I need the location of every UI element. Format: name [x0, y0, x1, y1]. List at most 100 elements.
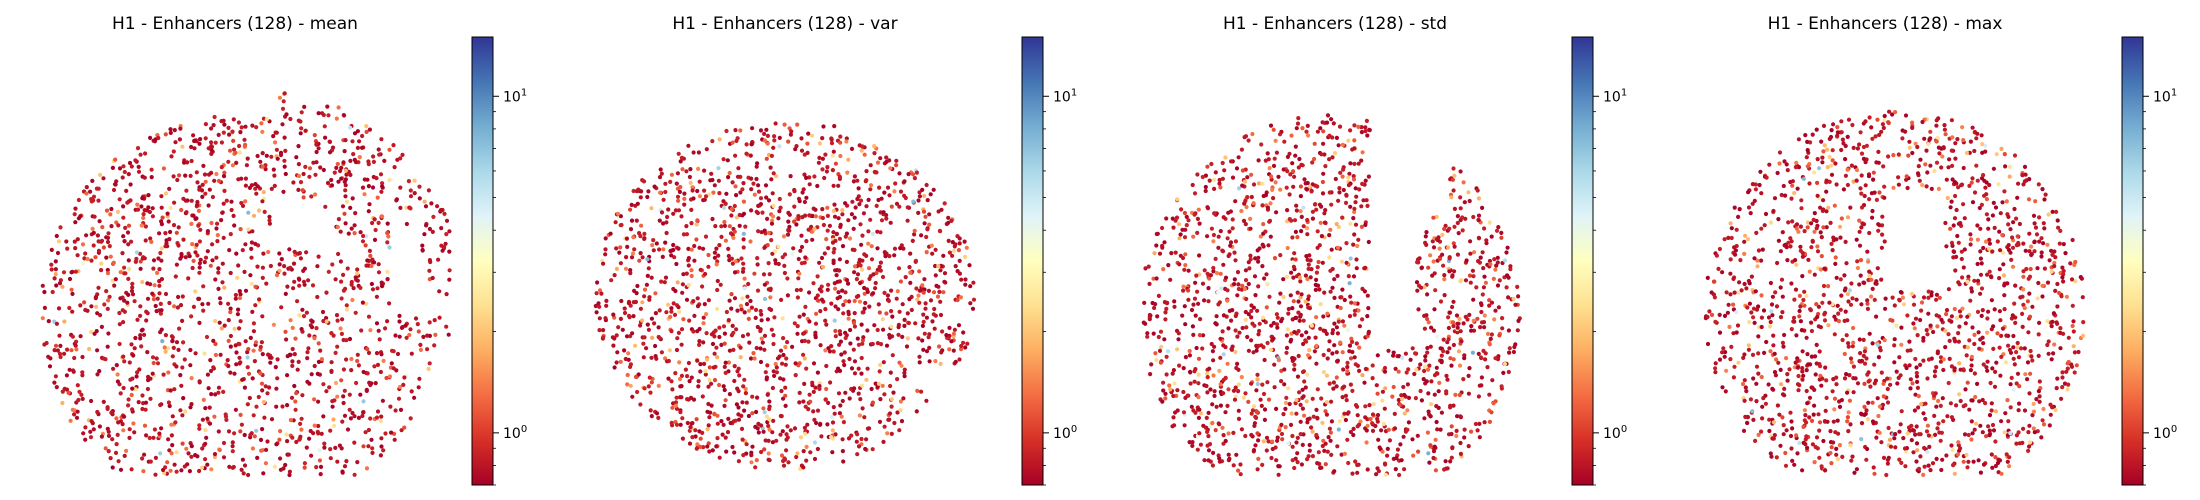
scatter-point [1452, 224, 1457, 229]
scatter-point [841, 420, 846, 425]
scatter-point [159, 277, 164, 282]
scatter-point [970, 306, 976, 311]
scatter-point [233, 407, 238, 412]
scatter-point [1305, 276, 1310, 282]
scatter-point [629, 202, 634, 207]
scatter-point [803, 304, 808, 309]
scatter-point [642, 294, 647, 299]
scatter-point [243, 242, 248, 247]
scatter-point [229, 199, 234, 204]
tick-base: 10 [503, 89, 521, 105]
scatter-point [825, 228, 830, 233]
scatter-point [120, 308, 125, 313]
scatter-point [339, 296, 344, 301]
scatter-point [676, 198, 681, 203]
scatter-point [705, 444, 710, 449]
scatter-point [1423, 234, 1428, 239]
scatter-point [1288, 172, 1293, 177]
scatter-point [1316, 259, 1321, 265]
scatter-point [925, 198, 930, 203]
scatter-point [42, 305, 47, 310]
scatter-point [1228, 240, 1234, 245]
scatter-point [649, 414, 654, 419]
scatter-point [1842, 273, 1847, 278]
scatter-point [765, 216, 770, 221]
scatter-point [1294, 397, 1299, 403]
scatter-point [296, 118, 301, 123]
scatter-point [1236, 468, 1241, 473]
scatter-point [151, 266, 156, 271]
scatter-point [921, 347, 926, 352]
scatter-point [1294, 203, 1299, 208]
scatter-point [1157, 251, 1163, 256]
scatter-point [805, 150, 810, 155]
scatter-point [174, 340, 180, 345]
scatter-point [1212, 211, 1217, 216]
scatter-point [138, 304, 143, 309]
scatter-point [1190, 443, 1195, 448]
scatter-point [147, 435, 152, 441]
scatter-point [805, 141, 810, 146]
scatter-point [108, 456, 113, 461]
scatter-point [917, 194, 922, 199]
scatter-point [1462, 435, 1467, 440]
scatter-point [246, 210, 251, 215]
scatter-point [761, 406, 766, 411]
scatter-point [178, 303, 184, 308]
scatter-point [593, 303, 598, 309]
scatter-point [829, 141, 835, 146]
scatter-point [108, 212, 113, 217]
scatter-point [1314, 343, 1319, 348]
scatter-point [786, 219, 791, 224]
scatter-point [220, 210, 225, 215]
scatter-point [594, 291, 599, 296]
scatter-point [681, 156, 686, 161]
scatter-point [1392, 426, 1398, 431]
scatter-point [828, 380, 833, 385]
scatter-point [1351, 174, 1356, 179]
scatter-point [1338, 170, 1343, 175]
scatter-point [902, 374, 907, 379]
scatter-point [1156, 334, 1161, 340]
scatter-point [1476, 351, 1481, 356]
scatter-point [198, 137, 203, 142]
scatter-point [1210, 463, 1215, 468]
scatter-point [802, 260, 807, 265]
scatter-point [868, 183, 874, 188]
scatter-point [253, 241, 258, 246]
scatter-point [1419, 285, 1424, 290]
scatter-point [1283, 400, 1288, 405]
scatter-point [250, 446, 255, 451]
scatter-point [1226, 326, 1231, 331]
scatter-point [125, 230, 131, 235]
scatter-point [1171, 225, 1176, 230]
scatter-point [1732, 205, 1737, 210]
scatter-point [785, 340, 790, 345]
scatter-point [1838, 277, 1843, 282]
scatter-point [1188, 369, 1193, 374]
scatter-point [1396, 354, 1402, 359]
scatter-point [1331, 121, 1336, 126]
scatter-point [795, 451, 800, 456]
scatter-point [846, 316, 851, 321]
scatter-point [761, 272, 767, 277]
scatter-point [201, 284, 206, 289]
scatter-point [371, 159, 376, 164]
scatter-point [169, 154, 174, 159]
scatter-point [656, 383, 661, 388]
scatter-point [777, 209, 782, 214]
scatter-point [1353, 362, 1358, 367]
scatter-point [1455, 325, 1460, 330]
scatter-point [143, 238, 148, 243]
scatter-point [770, 440, 775, 445]
scatter-point [819, 434, 824, 439]
scatter-point [437, 289, 442, 294]
scatter-point [129, 288, 135, 294]
scatter-point [210, 194, 215, 200]
scatter-point [1367, 127, 1372, 132]
scatter-point [837, 279, 842, 284]
scatter-point [1253, 443, 1258, 448]
scatter-point [1147, 281, 1152, 286]
scatter-point [877, 310, 882, 315]
scatter-point [117, 322, 122, 327]
